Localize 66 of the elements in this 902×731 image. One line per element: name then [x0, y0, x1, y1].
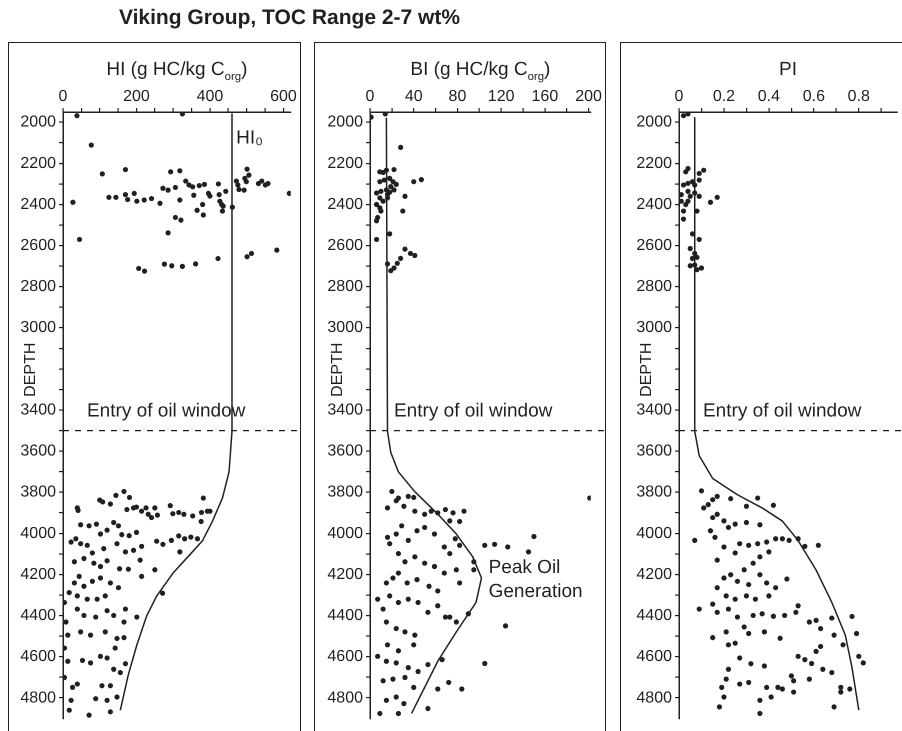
y-axis-title: DEPTH [329, 342, 346, 397]
x-tick-label: 400 [196, 88, 224, 105]
y-tick-label: 2400 [636, 196, 672, 213]
y-tick-label: 3000 [20, 319, 56, 336]
y-tick-label: 2600 [20, 237, 56, 254]
y-tick-label: 4400 [636, 607, 672, 624]
x-tick-label: 200 [123, 88, 150, 105]
x-tick-label: 80 [448, 88, 466, 105]
y-tick-label: 3800 [327, 484, 364, 501]
y-tick-label: 3400 [636, 401, 672, 418]
y-tick-label: 2000 [636, 114, 672, 131]
y-tick-label: 2400 [20, 196, 56, 213]
y-tick-label: 4600 [20, 648, 56, 666]
y-tick-label: 4000 [636, 524, 672, 542]
y-tick-label: 2200 [636, 154, 672, 172]
x-tick-label: 0.2 [712, 88, 736, 105]
x-tick-label: 160 [532, 88, 558, 105]
y-tick-label: 4200 [636, 566, 672, 583]
y-tick-label: 2800 [636, 278, 672, 296]
y-tick-label: 3600 [327, 442, 364, 460]
y-tick-label: 4800 [20, 689, 56, 706]
y-tick-label: 2200 [20, 154, 56, 172]
y-tick-label: 3400 [327, 401, 364, 418]
y-tick-label: 3000 [636, 319, 672, 336]
x-tick-label: 600 [270, 88, 297, 105]
y-tick-label: 4600 [636, 648, 672, 666]
x-tick-label: 200 [575, 88, 602, 105]
x-tick-label: 40 [404, 88, 423, 105]
y-tick-label: 2800 [327, 278, 364, 296]
x-tick-label: 0.6 [802, 88, 826, 105]
y-tick-label: 4400 [20, 607, 56, 624]
y-tick-label: 3800 [20, 484, 56, 501]
y-tick-label: 3800 [636, 484, 672, 501]
y-tick-label: 4600 [327, 648, 364, 666]
annotation: HI₀ [236, 128, 264, 149]
y-tick-label: 4200 [327, 566, 364, 583]
y-tick-label: 2600 [636, 237, 672, 254]
x-axis-title: PI [779, 59, 797, 80]
x-tick-label: 0.8 [848, 88, 870, 105]
x-tick-label: 0 [58, 88, 68, 105]
ref-line-label: Entry of oil window [703, 400, 862, 422]
x-tick-label: 0 [674, 88, 684, 105]
y-tick-label: 4800 [327, 689, 364, 706]
y-tick-label: 3000 [327, 319, 364, 336]
y-tick-label: 2600 [327, 237, 364, 254]
x-tick-label: 120 [488, 88, 515, 105]
y-tick-label: 3600 [20, 442, 56, 460]
y-axis-title: DEPTH [22, 342, 39, 397]
y-tick-label: 4400 [327, 607, 364, 624]
y-tick-label: 3600 [636, 442, 672, 460]
y-tick-label: 2800 [20, 278, 56, 296]
y-tick-label: 2000 [327, 114, 364, 131]
y-tick-label: 2400 [327, 196, 364, 213]
annotation: Peak Oil Generation [488, 557, 583, 602]
y-tick-label: 4200 [20, 566, 56, 583]
y-tick-label: 4000 [327, 524, 364, 542]
y-tick-label: 4800 [636, 689, 672, 706]
y-tick-label: 2000 [20, 114, 56, 131]
x-tick-label: 0.4 [758, 88, 780, 105]
x-tick-label: 0 [366, 88, 375, 105]
chart-title: Viking Group, TOC Range 2-7 wt% [118, 6, 462, 30]
y-tick-label: 4000 [20, 524, 56, 542]
y-tick-label: 3400 [20, 401, 56, 418]
y-axis-title: DEPTH [638, 342, 655, 397]
y-tick-label: 2200 [327, 154, 364, 172]
ref-line-label: Entry of oil window [394, 400, 553, 422]
